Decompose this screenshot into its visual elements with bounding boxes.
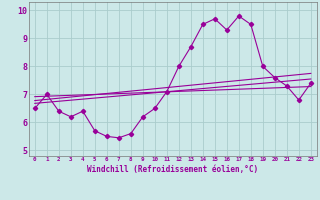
X-axis label: Windchill (Refroidissement éolien,°C): Windchill (Refroidissement éolien,°C) (87, 165, 258, 174)
